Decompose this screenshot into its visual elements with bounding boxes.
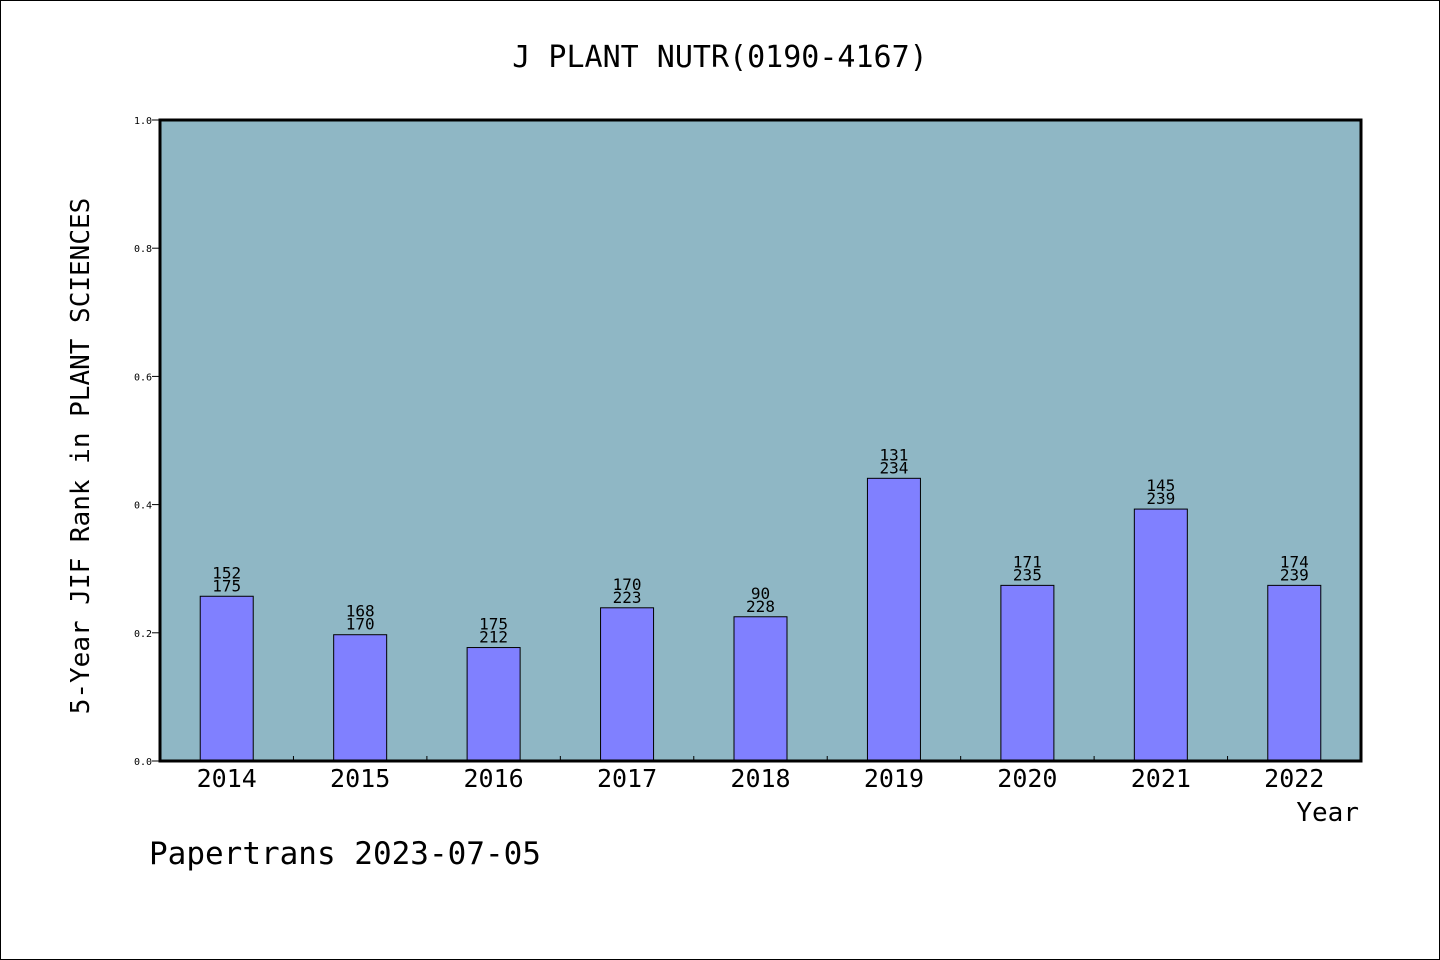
bar-label-bottom: 239 bbox=[1146, 489, 1175, 508]
y-tick-label: 0.4 bbox=[134, 501, 152, 512]
footer-note: Papertrans 2023-07-05 bbox=[149, 836, 541, 872]
x-axis: 2014 2015 2016 2017 2018 2019 2020 2021 2022 bbox=[197, 756, 1324, 793]
bar-label-top: 168 bbox=[346, 602, 375, 621]
bar bbox=[733, 616, 788, 762]
x-tick-label: 2021 bbox=[1131, 764, 1191, 793]
chart-title: J PLANT NUTR(0190-4167) bbox=[512, 40, 927, 75]
bar bbox=[866, 477, 921, 762]
bar-label-top: 90 bbox=[751, 584, 770, 603]
bar bbox=[1000, 584, 1055, 762]
bar-label-bottom: 228 bbox=[746, 597, 775, 616]
bar-label-top: 175 bbox=[479, 615, 508, 634]
y-axis: 0.0 0.2 0.4 0.6 0.8 1.0 bbox=[134, 116, 160, 768]
x-tick-label: 2016 bbox=[464, 764, 524, 793]
y-tick-label: 0.0 bbox=[134, 757, 152, 768]
x-tick-label: 2019 bbox=[864, 764, 924, 793]
x-tick-label: 2020 bbox=[997, 764, 1057, 793]
bar bbox=[1133, 508, 1188, 762]
x-tick-label: 2014 bbox=[197, 764, 257, 793]
bar bbox=[600, 607, 655, 762]
bar-label-top: 171 bbox=[1013, 552, 1042, 571]
bar-label-top: 174 bbox=[1280, 552, 1309, 571]
x-tick-label: 2015 bbox=[330, 764, 390, 793]
bar bbox=[1267, 584, 1322, 762]
x-axis-label: Year bbox=[1296, 798, 1359, 828]
y-tick-label: 0.6 bbox=[134, 372, 152, 383]
y-axis-label: 5-Year JIF Rank in PLANT SCIENCES bbox=[66, 198, 96, 715]
bar bbox=[333, 634, 388, 762]
bar-label-bottom: 239 bbox=[1280, 565, 1309, 584]
bar-label-top: 145 bbox=[1146, 476, 1175, 495]
bar-label-bottom: 235 bbox=[1013, 565, 1042, 584]
bar-label-bottom: 234 bbox=[879, 458, 908, 477]
y-tick-label: 0.8 bbox=[134, 244, 152, 255]
bar-label-top: 170 bbox=[613, 575, 642, 594]
y-tick-label: 0.2 bbox=[134, 629, 152, 640]
bar-label-top: 131 bbox=[879, 445, 908, 464]
bar-label-bottom: 223 bbox=[613, 588, 642, 607]
bar-label-bottom: 212 bbox=[479, 628, 508, 647]
bar-label-bottom: 175 bbox=[212, 576, 241, 595]
y-tick-label: 1.0 bbox=[134, 116, 152, 127]
x-tick-label: 2018 bbox=[730, 764, 790, 793]
bar bbox=[199, 595, 254, 762]
bar-label-bottom: 170 bbox=[346, 615, 375, 634]
bar-label-top: 152 bbox=[212, 563, 241, 582]
x-tick-label: 2017 bbox=[597, 764, 657, 793]
bar bbox=[466, 647, 521, 762]
x-tick-label: 2022 bbox=[1264, 764, 1324, 793]
plot-frame bbox=[158, 118, 1363, 763]
